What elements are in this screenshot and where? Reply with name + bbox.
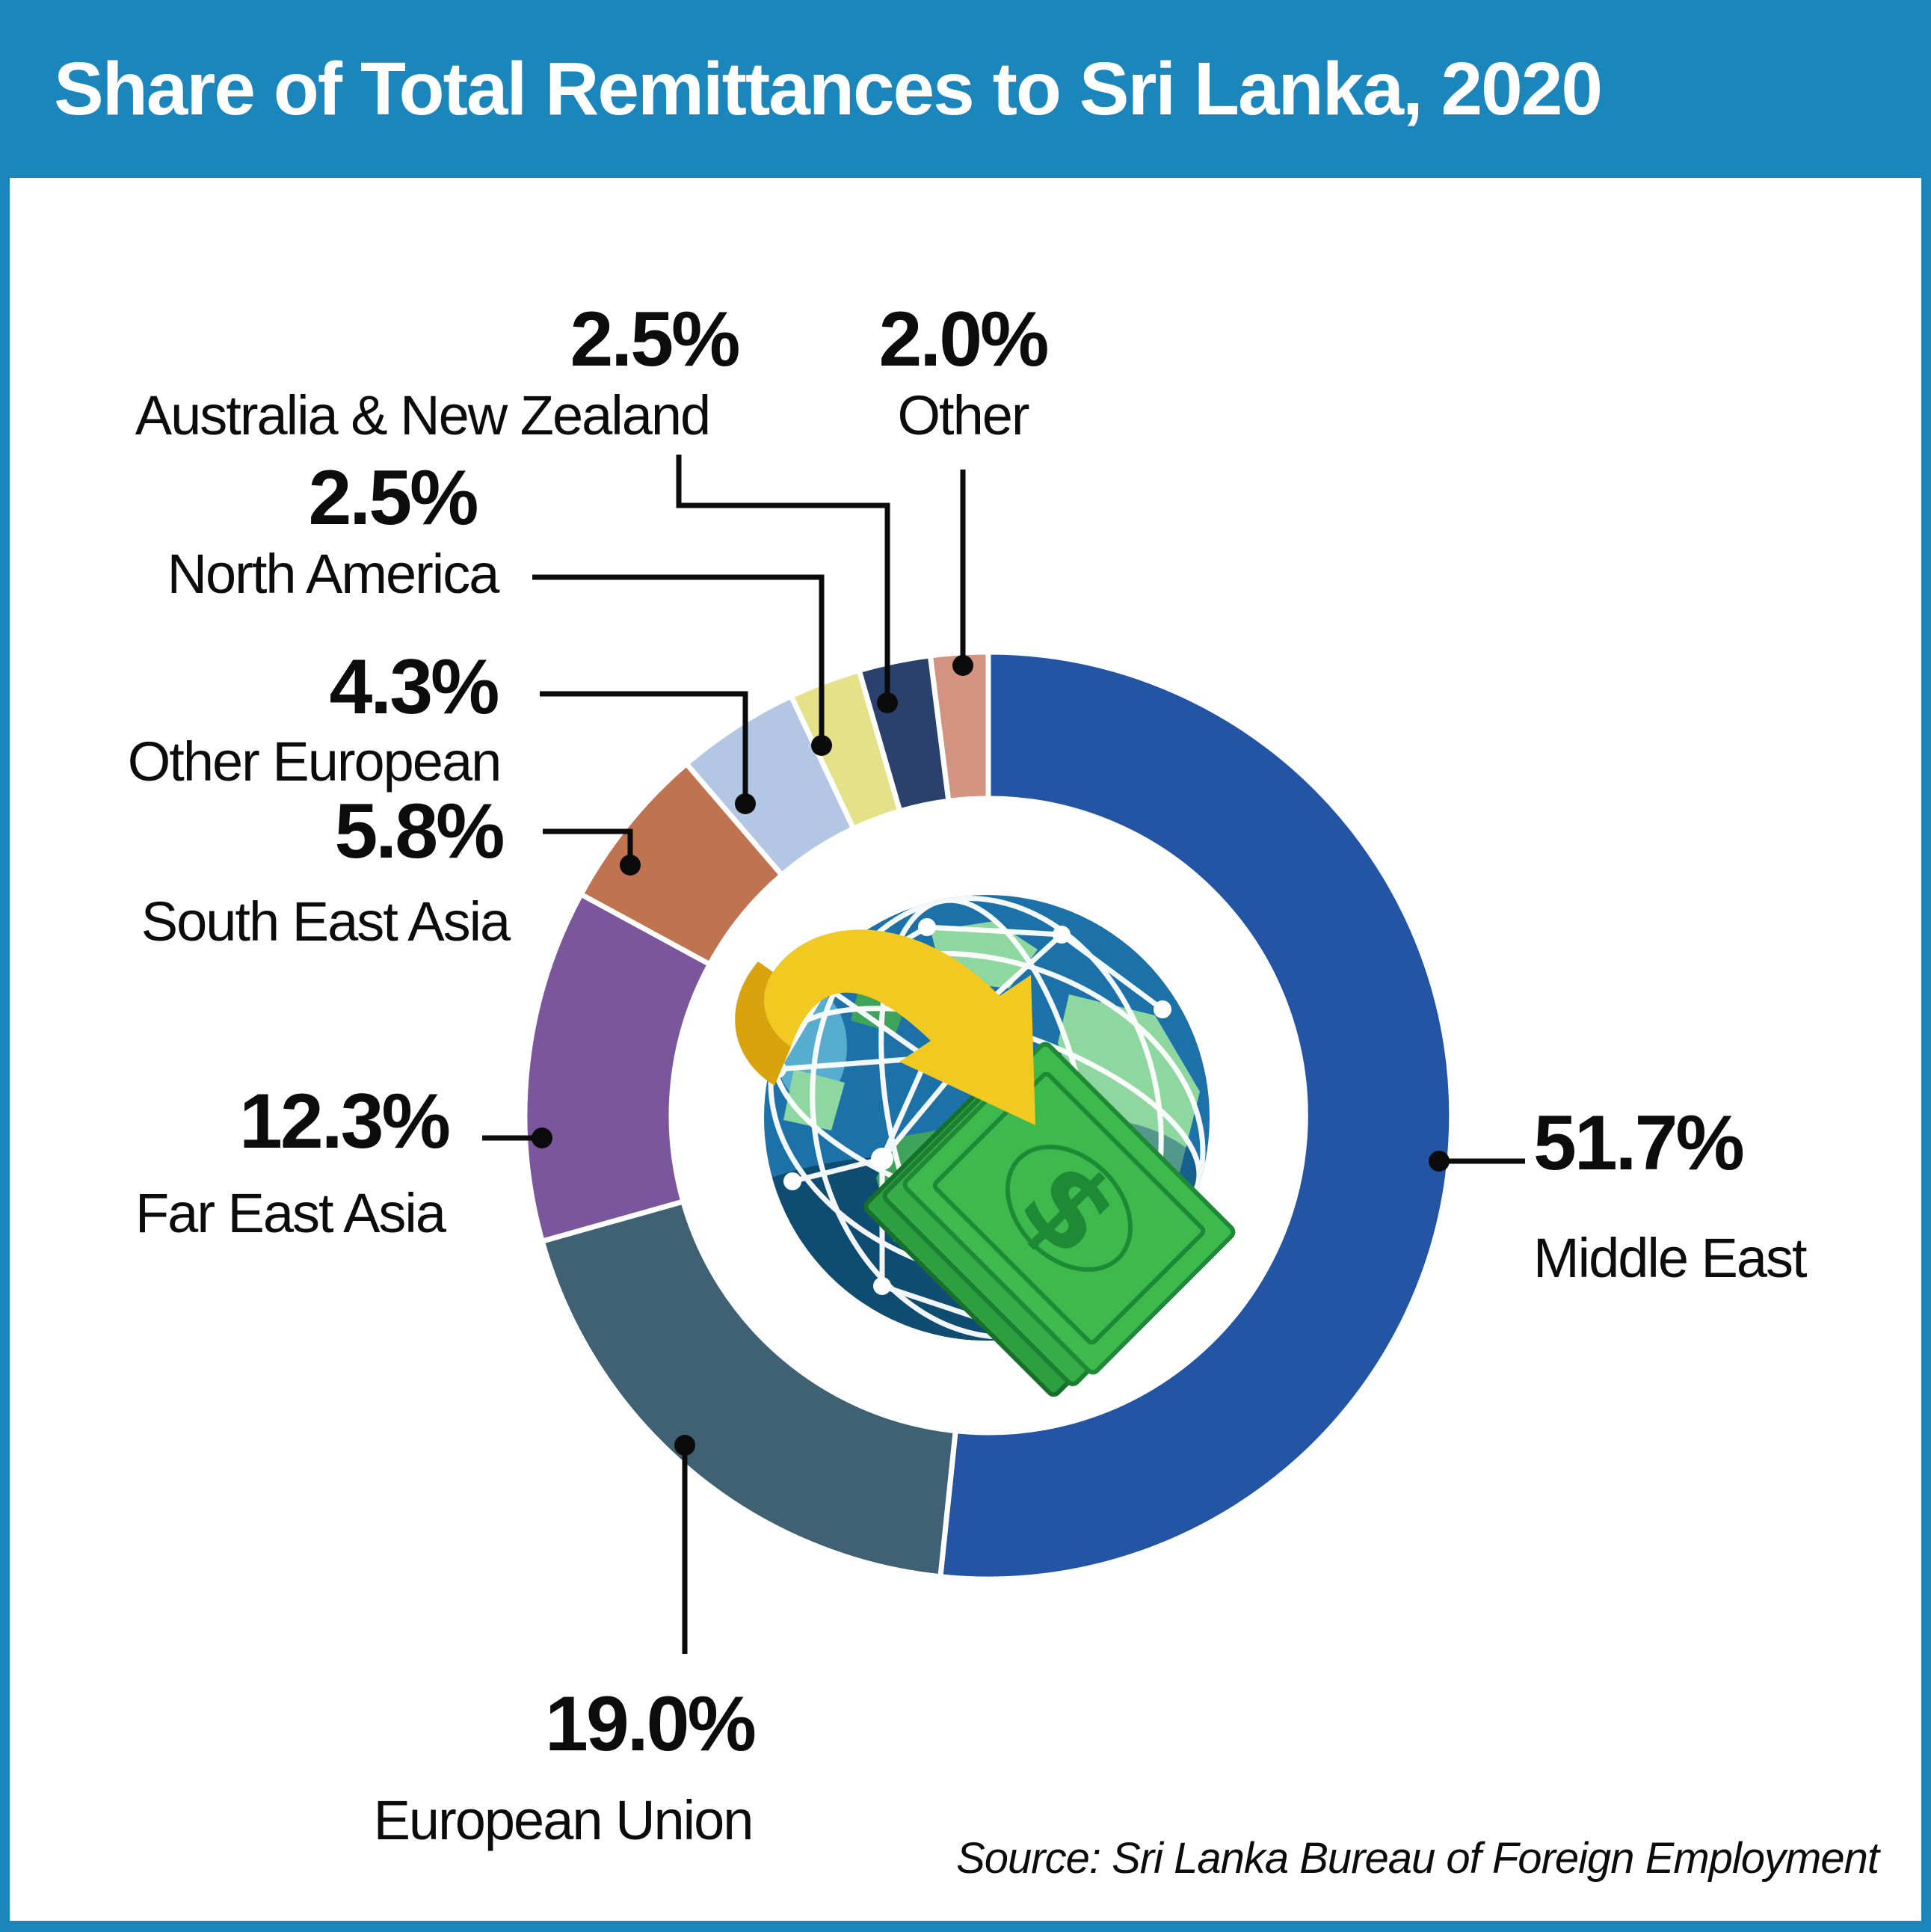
leader-other-european — [540, 691, 748, 804]
label-australia-new-zealand-name: Australia & New Zealand — [135, 384, 711, 446]
leader-dot-other — [952, 655, 973, 676]
label-other-european-name: Other European — [127, 730, 502, 793]
label-european-union-percent: 19.0% — [545, 1681, 757, 1768]
label-middle-east-name: Middle East — [1533, 1227, 1808, 1289]
money-bill-icon: $ — [863, 1042, 1236, 1397]
title-bar: Share of Total Remittances to Sri Lanka,… — [0, 0, 1931, 178]
page-title: Share of Total Remittances to Sri Lanka,… — [54, 47, 1603, 131]
label-south-east-asia-percent: 5.8% — [334, 788, 505, 875]
leader-dot-far-east-asia — [532, 1127, 552, 1148]
source-attribution: Source: Sri Lanka Bureau of Foreign Empl… — [956, 1834, 1879, 1883]
leader-dot-south-east-asia — [620, 855, 641, 876]
leader-dot-australia-new-zealand — [877, 692, 898, 713]
label-european-union-name: European Union — [373, 1789, 754, 1851]
leader-dot-other-european — [735, 793, 756, 814]
transfer-arrow-icon — [735, 929, 1035, 1125]
label-far-east-asia-percent: 12.3% — [239, 1078, 451, 1165]
leader-dot-north-america — [811, 735, 832, 756]
label-australia-new-zealand-percent: 2.5% — [570, 296, 740, 383]
label-far-east-asia-name: Far East Asia — [135, 1182, 446, 1244]
leader-south-east-asia — [543, 828, 633, 865]
label-other-percent: 2.0% — [878, 296, 1049, 383]
leader-lines — [482, 455, 1525, 1654]
globe-money-illustration: $ — [735, 895, 1236, 1397]
leader-dot-european-union — [674, 1435, 695, 1456]
donut-segment-other — [927, 649, 991, 805]
label-north-america-percent: 2.5% — [308, 455, 478, 541]
donut-segment-european-union — [538, 1198, 959, 1580]
donut-ring — [522, 649, 1455, 1582]
leader-dot-middle-east — [1429, 1151, 1450, 1172]
leader-australia-new-zealand — [676, 455, 890, 703]
leader-north-america — [532, 574, 825, 745]
label-other-name: Other — [897, 384, 1029, 446]
label-south-east-asia-name: South East Asia — [141, 890, 511, 953]
label-north-america-name: North America — [167, 543, 500, 605]
label-other-european-percent: 4.3% — [329, 644, 499, 730]
label-middle-east-percent: 51.7% — [1533, 1100, 1745, 1187]
donut-segment-middle-east — [937, 649, 1455, 1582]
